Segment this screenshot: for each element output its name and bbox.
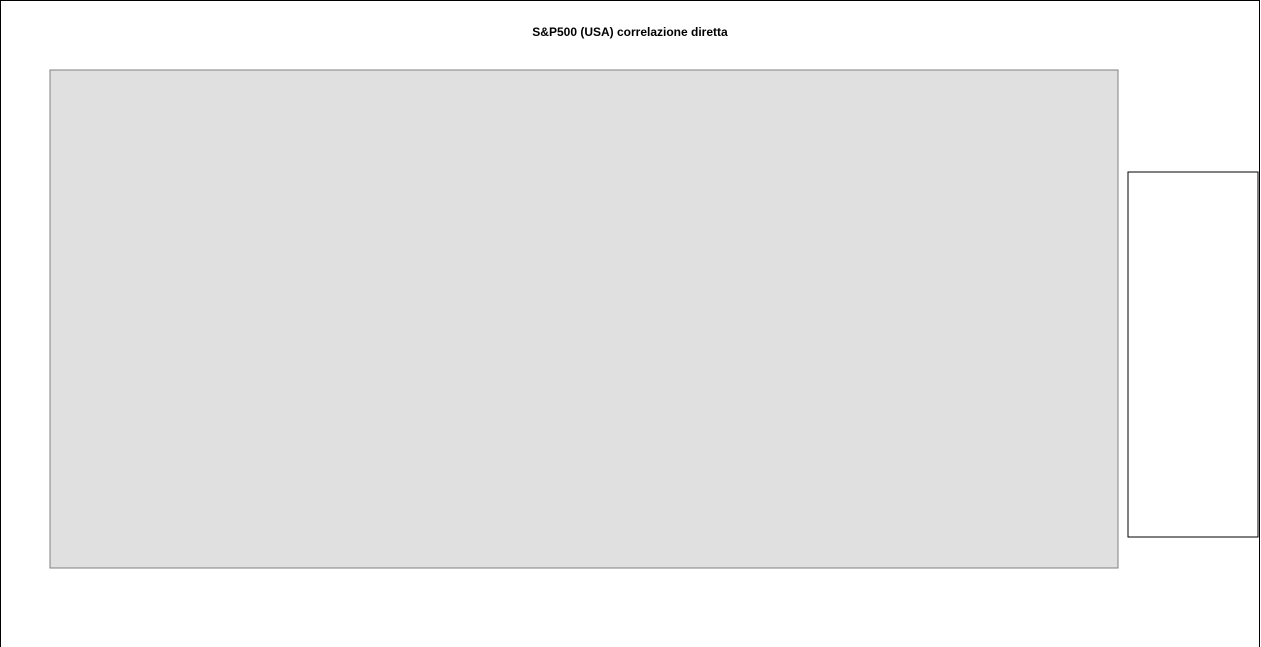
legend-box <box>1127 171 1259 538</box>
plot-area <box>49 69 1119 569</box>
chart-title: S&P500 (USA) correlazione diretta <box>532 25 728 39</box>
